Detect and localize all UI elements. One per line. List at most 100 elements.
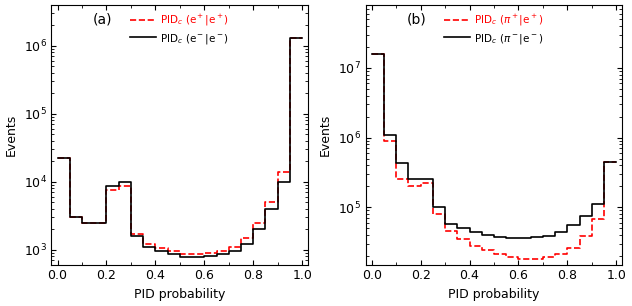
PID$_c$ ($\pi^+$|e$^+$) [490, 248, 498, 252]
PID$_c$ ($\pi^-$|e$^-$) [478, 233, 485, 237]
PID$_c$ (e$^+$|e$^+$) [164, 249, 171, 253]
PID$_c$ (e$^-$|e$^-$) [250, 227, 257, 231]
PID$_c$ (e$^-$|e$^-$) [188, 255, 196, 259]
PID$_c$ ($\pi^-$|e$^-$) [576, 223, 583, 226]
PID$_c$ (e$^+$|e$^+$) [250, 236, 257, 239]
PID$_c$ (e$^-$|e$^-$) [237, 242, 245, 246]
PID$_c$ ($\pi^-$|e$^-$) [466, 230, 473, 234]
PID$_c$ (e$^+$|e$^+$) [176, 249, 184, 253]
PID$_c$ ($\pi^+$|e$^+$) [404, 185, 412, 188]
PID$_c$ ($\pi^+$|e$^+$) [612, 160, 620, 163]
X-axis label: PID probability: PID probability [448, 288, 540, 301]
PID$_c$ ($\pi^-$|e$^-$) [514, 236, 522, 240]
PID$_c$ ($\pi^-$|e$^-$) [404, 178, 412, 181]
Y-axis label: Events: Events [319, 114, 332, 156]
PID$_c$ ($\pi^-$|e$^-$) [588, 214, 595, 218]
PID$_c$ (e$^+$|e$^+$) [127, 232, 135, 236]
PID$_c$ (e$^+$|e$^+$) [140, 242, 147, 246]
PID$_c$ (e$^-$|e$^-$) [140, 245, 147, 248]
PID$_c$ ($\pi^+$|e$^+$) [392, 139, 400, 143]
Y-axis label: Events: Events [5, 114, 18, 156]
PID$_c$ ($\pi^+$|e$^+$) [551, 252, 559, 256]
PID$_c$ ($\pi^-$|e$^-$) [478, 230, 485, 234]
PID$_c$ (e$^-$|e$^-$) [102, 221, 110, 224]
PID$_c$ ($\pi^-$|e$^-$) [502, 236, 510, 240]
PID$_c$ (e$^+$|e$^+$) [274, 200, 281, 204]
PID$_c$ ($\pi^-$|e$^-$) [514, 236, 522, 240]
PID$_c$ ($\pi^+$|e$^+$) [404, 178, 412, 181]
PID$_c$ (e$^-$|e$^-$) [127, 180, 135, 184]
PID$_c$ (e$^-$|e$^-$) [225, 249, 233, 253]
Legend: PID$_c$ ($\pi^+$|e$^+$), PID$_c$ ($\pi^-$|e$^-$): PID$_c$ ($\pi^+$|e$^+$), PID$_c$ ($\pi^-… [441, 10, 547, 49]
PID$_c$ (e$^+$|e$^+$) [250, 221, 257, 224]
PID$_c$ (e$^+$|e$^+$) [78, 215, 86, 219]
PID$_c$ ($\pi^-$|e$^-$) [466, 226, 473, 230]
PID$_c$ (e$^+$|e$^+$) [102, 221, 110, 224]
PID$_c$ ($\pi^+$|e$^+$) [527, 257, 535, 261]
PID$_c$ (e$^-$|e$^-$) [213, 254, 221, 258]
PID$_c$ ($\pi^-$|e$^-$) [380, 52, 387, 55]
PID$_c$ (e$^+$|e$^+$) [225, 245, 233, 248]
PID$_c$ ($\pi^-$|e$^-$) [600, 203, 608, 206]
PID$_c$ (e$^+$|e$^+$) [90, 221, 98, 224]
Line: PID$_c$ (e$^+$|e$^+$): PID$_c$ (e$^+$|e$^+$) [58, 38, 302, 254]
PID$_c$ ($\pi^+$|e$^+$) [514, 256, 522, 259]
PID$_c$ (e$^+$|e$^+$) [152, 242, 159, 246]
PID$_c$ (e$^-$|e$^-$) [127, 234, 135, 237]
PID$_c$ ($\pi^-$|e$^-$) [380, 133, 387, 136]
PID$_c$ (e$^+$|e$^+$) [225, 249, 233, 253]
PID$_c$ ($\pi^+$|e$^+$) [429, 181, 437, 185]
PID$_c$ ($\pi^+$|e$^+$) [539, 257, 547, 261]
PID$_c$ ($\pi^+$|e$^+$) [551, 256, 559, 259]
PID$_c$ (e$^-$|e$^-$) [176, 255, 184, 259]
PID$_c$ ($\pi^+$|e$^+$) [368, 52, 375, 55]
PID$_c$ ($\pi^-$|e$^-$) [502, 235, 510, 239]
PID$_c$ ($\pi^-$|e$^-$) [527, 235, 535, 239]
PID$_c$ ($\pi^+$|e$^+$) [564, 246, 571, 250]
PID$_c$ (e$^-$|e$^-$) [152, 249, 159, 253]
PID$_c$ (e$^-$|e$^-$) [115, 185, 123, 188]
PID$_c$ ($\pi^+$|e$^+$) [466, 244, 473, 248]
PID$_c$ (e$^-$|e$^-$) [200, 255, 208, 259]
PID$_c$ ($\pi^+$|e$^+$) [588, 235, 595, 238]
PID$_c$ ($\pi^+$|e$^+$) [600, 160, 608, 163]
PID$_c$ ($\pi^+$|e$^+$) [441, 212, 449, 216]
PID$_c$ (e$^+$|e$^+$) [66, 157, 73, 160]
PID$_c$ (e$^-$|e$^-$) [152, 245, 159, 248]
Line: PID$_c$ ($\pi^+$|e$^+$): PID$_c$ ($\pi^+$|e$^+$) [372, 54, 616, 259]
PID$_c$ ($\pi^+$|e$^+$) [527, 257, 535, 261]
PID$_c$ ($\pi^+$|e$^+$) [490, 252, 498, 256]
PID$_c$ (e$^-$|e$^-$) [286, 180, 294, 184]
PID$_c$ (e$^-$|e$^-$) [54, 157, 61, 160]
PID$_c$ (e$^+$|e$^+$) [237, 245, 245, 248]
PID$_c$ ($\pi^+$|e$^+$) [576, 246, 583, 250]
PID$_c$ ($\pi^-$|e$^-$) [454, 226, 461, 230]
PID$_c$ (e$^+$|e$^+$) [286, 170, 294, 174]
PID$_c$ ($\pi^-$|e$^-$) [490, 233, 498, 237]
PID$_c$ (e$^+$|e$^+$) [200, 252, 208, 256]
PID$_c$ ($\pi^+$|e$^+$) [429, 212, 437, 216]
PID$_c$ (e$^+$|e$^+$) [152, 246, 159, 250]
PID$_c$ ($\pi^+$|e$^+$) [576, 235, 583, 238]
PID$_c$ (e$^+$|e$^+$) [54, 157, 61, 160]
PID$_c$ (e$^+$|e$^+$) [102, 188, 110, 192]
PID$_c$ (e$^+$|e$^+$) [200, 251, 208, 255]
PID$_c$ ($\pi^-$|e$^-$) [417, 178, 425, 181]
PID$_c$ ($\pi^+$|e$^+$) [417, 185, 425, 188]
PID$_c$ (e$^-$|e$^-$) [115, 180, 123, 184]
PID$_c$ ($\pi^-$|e$^-$) [539, 234, 547, 237]
PID$_c$ ($\pi^-$|e$^-$) [551, 230, 559, 234]
PID$_c$ ($\pi^-$|e$^-$) [392, 133, 400, 136]
PID$_c$ (e$^+$|e$^+$) [90, 221, 98, 224]
PID$_c$ (e$^-$|e$^-$) [274, 207, 281, 211]
PID$_c$ ($\pi^+$|e$^+$) [502, 256, 510, 259]
Line: PID$_c$ (e$^-$|e$^-$): PID$_c$ (e$^-$|e$^-$) [58, 38, 302, 257]
PID$_c$ (e$^-$|e$^-$) [102, 185, 110, 188]
PID$_c$ (e$^-$|e$^-$) [200, 254, 208, 258]
PID$_c$ (e$^+$|e$^+$) [127, 185, 135, 188]
PID$_c$ (e$^+$|e$^+$) [140, 232, 147, 236]
PID$_c$ ($\pi^-$|e$^-$) [441, 205, 449, 209]
PID$_c$ ($\pi^+$|e$^+$) [454, 230, 461, 233]
PID$_c$ (e$^-$|e$^-$) [286, 36, 294, 40]
PID$_c$ ($\pi^+$|e$^+$) [564, 252, 571, 256]
